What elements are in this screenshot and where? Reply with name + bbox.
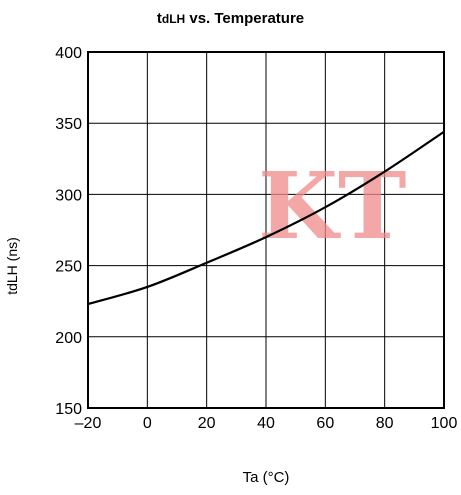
plot-frame xyxy=(87,51,445,409)
chart-title-rest: vs. Temperature xyxy=(185,10,305,27)
x-tick-label-3: 40 xyxy=(257,415,275,432)
x-tick-label-1: 0 xyxy=(143,415,152,432)
x-tick-labels: –20 0 20 40 60 80 100 xyxy=(75,415,458,432)
x-axis-label: Ta (°C) xyxy=(242,469,290,486)
y-tick-label-2: 250 xyxy=(55,259,82,276)
chart-title-prefix: t xyxy=(156,10,162,27)
y-tick-label-3: 300 xyxy=(55,187,82,204)
y-axis-label-text: tdLH (ns) xyxy=(4,237,20,295)
x-tick-label-5: 80 xyxy=(376,415,394,432)
x-tick-label-6: 100 xyxy=(431,415,458,432)
series-layer xyxy=(87,130,445,306)
chart-title-sub: dLH xyxy=(161,12,186,26)
x-tick-label-2: 20 xyxy=(198,415,216,432)
y-tick-label-0: 150 xyxy=(55,401,82,418)
y-tick-labels: 150 200 250 300 350 400 xyxy=(55,45,82,418)
series-line-0 xyxy=(87,130,445,306)
y-tick-label-5: 400 xyxy=(55,45,82,62)
y-tick-label-4: 350 xyxy=(55,116,82,133)
y-tick-label-1: 200 xyxy=(55,330,82,347)
chart-title: tdLH vs. Temperature xyxy=(0,10,461,27)
x-tick-label-4: 60 xyxy=(316,415,334,432)
x-tick-label-0: –20 xyxy=(75,415,102,432)
watermark-text: KT xyxy=(258,152,406,260)
